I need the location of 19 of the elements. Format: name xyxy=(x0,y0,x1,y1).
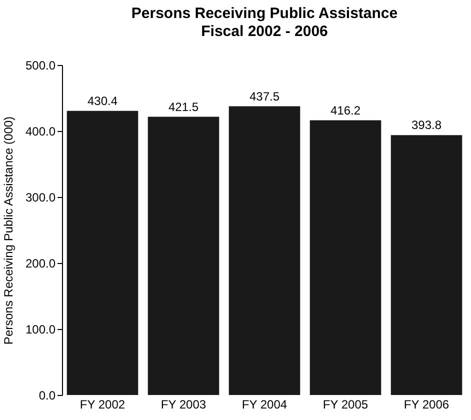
data-label: 430.4 xyxy=(87,94,118,108)
y-tick-label: 200.0 xyxy=(25,256,56,270)
data-label: 393.8 xyxy=(411,118,442,132)
data-label: 437.5 xyxy=(249,89,280,104)
chart-subtitle: Fiscal 2002 - 2006 xyxy=(201,23,328,40)
x-tick-label: FY 2006 xyxy=(404,398,450,412)
data-label: 421.5 xyxy=(168,100,199,114)
y-tick-label: 100.0 xyxy=(25,322,56,336)
data-label: 416.2 xyxy=(330,103,361,118)
x-tick-label: FY 2004 xyxy=(242,398,288,412)
y-tick-label: 0.0 xyxy=(38,388,56,402)
y-axis-title: Persons Receiving Public Assistance (000) xyxy=(1,116,16,345)
y-tick-label: 500.0 xyxy=(25,58,56,72)
chart-title: Persons Receiving Public Assistance xyxy=(131,5,398,22)
x-tick-label: FY 2005 xyxy=(322,398,368,412)
y-tick-label: 400.0 xyxy=(25,124,56,138)
x-tick-label: FY 2003 xyxy=(160,398,206,412)
y-tick-label: 300.0 xyxy=(25,190,56,204)
x-tick-label: FY 2002 xyxy=(80,398,126,412)
